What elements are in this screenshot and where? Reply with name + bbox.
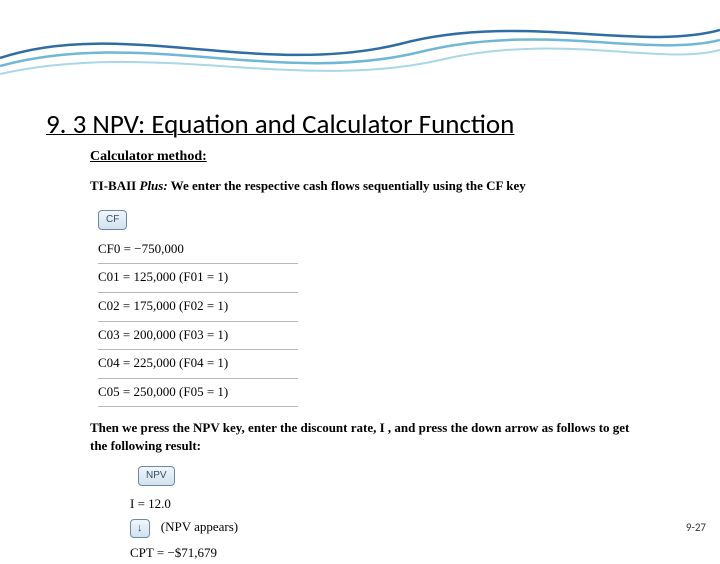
cashflow-row: C01 = 125,000 (F01 = 1) — [98, 264, 298, 293]
intro-rest: We enter the respective cash flows seque… — [168, 178, 526, 193]
calculator-model: TI-BAII — [90, 178, 136, 193]
npv-block: NPV I = 12.0 ↓ (NPV appears) CPT = −$71,… — [130, 462, 650, 564]
cashflow-row: C05 = 250,000 (F05 = 1) — [98, 379, 298, 408]
npv-instruction-text: Then we press the NPV key, enter the dis… — [90, 419, 630, 454]
page-number: 9-27 — [686, 521, 706, 534]
cf-key-button: CF — [98, 210, 127, 230]
cashflow-row: C03 = 200,000 (F03 = 1) — [98, 322, 298, 351]
cf-value: = 225,000 (F04 = 1) — [120, 355, 229, 370]
cf-value: = 250,000 (F05 = 1) — [120, 384, 229, 399]
npv-down-row: ↓ (NPV appears) — [130, 515, 650, 540]
npv-key-button: NPV — [138, 466, 175, 486]
cf-label: C01 — [98, 269, 120, 284]
cf-label: C03 — [98, 327, 120, 342]
cashflow-row: C02 = 175,000 (F02 = 1) — [98, 293, 298, 322]
slide-content: Calculator method: TI-BAII Plus: We ente… — [90, 148, 650, 564]
cashflow-row: C04 = 225,000 (F04 = 1) — [98, 350, 298, 379]
header-wave-decoration — [0, 0, 720, 90]
npv-rate-row: I = 12.0 — [130, 492, 650, 516]
cf-label: CF0 — [98, 241, 120, 256]
cf-value: = −750,000 — [120, 241, 183, 256]
intro-text: TI-BAII Plus: We enter the respective ca… — [90, 177, 650, 195]
calculator-model-plus: Plus: — [136, 178, 167, 193]
cf-label: C04 — [98, 355, 120, 370]
cf-value: = 200,000 (F03 = 1) — [120, 327, 229, 342]
cf-label: C02 — [98, 298, 120, 313]
slide-title: 9. 3 NPV: Equation and Calculator Functi… — [46, 108, 514, 141]
cf-label: C05 — [98, 384, 120, 399]
cf-value: = 125,000 (F01 = 1) — [120, 269, 229, 284]
calculator-method-heading: Calculator method: — [90, 148, 650, 167]
cf-value: = 175,000 (F02 = 1) — [120, 298, 229, 313]
down-arrow-button: ↓ — [130, 519, 150, 538]
npv-appears-text: (NPV appears) — [161, 519, 238, 534]
cashflow-row: CF0 = −750,000 — [98, 236, 298, 265]
cpt-result-row: CPT = −$71,679 — [130, 541, 650, 564]
cashflow-rows: CF0 = −750,000 C01 = 125,000 (F01 = 1) C… — [98, 236, 650, 407]
